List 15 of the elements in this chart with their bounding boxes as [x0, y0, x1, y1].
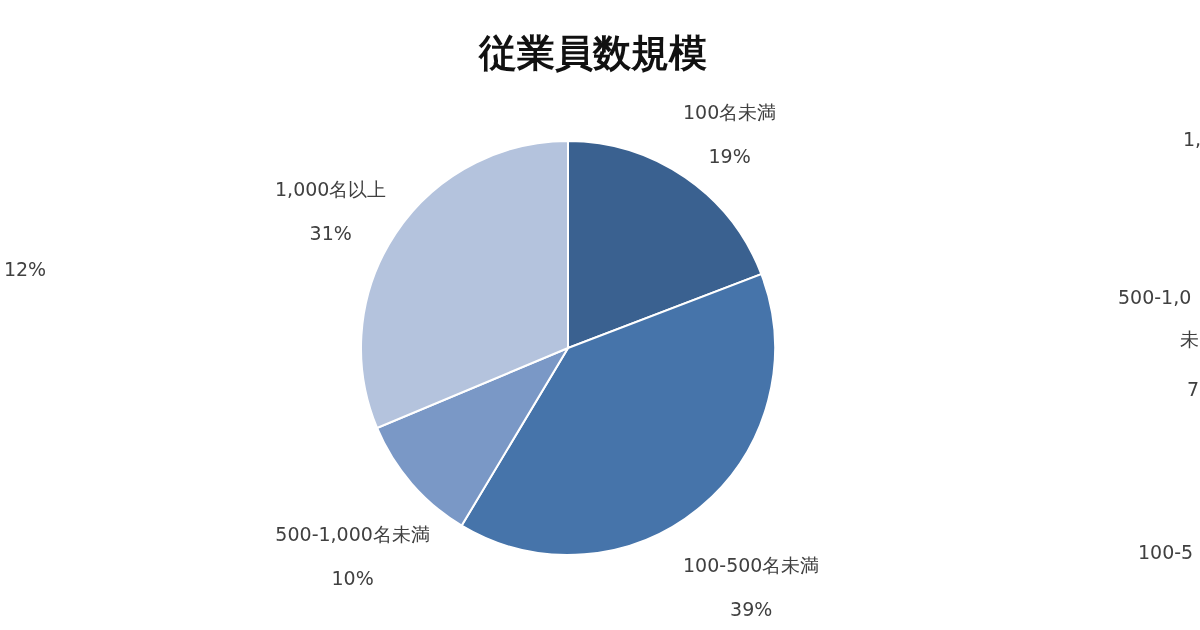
text: 7 — [1187, 378, 1200, 400]
data-label: 19% — [708, 145, 751, 168]
slice-label: 100名未満 — [682, 101, 777, 124]
text: 1, — [1183, 128, 1200, 150]
slice-label: 500-1,000名未満 — [275, 522, 430, 545]
text: 100-5 — [1138, 541, 1194, 563]
text: 未 — [1180, 328, 1199, 350]
data-label: 39% — [730, 598, 773, 621]
chart-title: 従業員数規模 — [478, 31, 707, 75]
slice-label: 100-500名未満 — [683, 554, 820, 577]
data-label: 31% — [309, 222, 352, 245]
text: 500-1,0 — [1118, 286, 1192, 308]
slice-label: 1,000名以上 — [275, 178, 387, 201]
data-label: 10% — [331, 566, 374, 589]
text: 12% — [3, 258, 47, 280]
